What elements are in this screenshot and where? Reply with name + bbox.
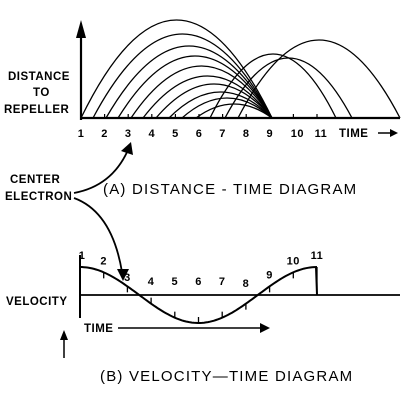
trajectory-arc (237, 39, 401, 119)
panel-a-tick-label: 3 (125, 128, 132, 140)
panel-a-tick-label: 2 (101, 128, 108, 140)
panel-a-tick-label: 7 (219, 128, 226, 140)
panel-b-point-label: 11 (311, 250, 324, 262)
panel-a-ylabel-line3: REPELLER (4, 104, 70, 116)
pointer-to-trajectory (73, 149, 129, 194)
electron-trajectories (80, 19, 401, 119)
pointer-to-velocity-head (117, 269, 129, 281)
panel-a-y-axis-arrow (76, 20, 86, 38)
panel-a-tick-label: 9 (266, 128, 273, 140)
panel-a-tick-label: 11 (315, 128, 328, 140)
center-electron-label-line1: CENTER (10, 174, 60, 186)
panel-a-tick-label: 5 (172, 128, 179, 140)
trajectory-arc (224, 57, 353, 119)
trajectory-arc (195, 103, 273, 119)
panel-a-tick-label: 1 (78, 128, 85, 140)
panel-b-point-label: 1 (79, 250, 86, 262)
panel-a-caption: (A) DISTANCE - TIME DIAGRAM (103, 181, 357, 198)
trajectory-arc (92, 33, 273, 119)
panel-b-up-arrow-head (60, 330, 68, 340)
pointer-to-trajectory-head (121, 142, 133, 155)
trajectory-arc (209, 53, 337, 119)
distance-time-panel: DISTANCE TO REPELLER 1 2 3 4 5 6 7 8 9 10 11 TIME … (4, 19, 401, 198)
center-electron-label-line2: ELECTRON (5, 191, 72, 203)
pointer-to-velocity (73, 197, 123, 273)
panel-b-point-label: 4 (148, 276, 155, 288)
panel-a-time-arrow-head (390, 129, 398, 137)
panel-b-ylabel: VELOCITY (6, 296, 68, 308)
trajectory-arc (130, 65, 273, 119)
trajectory-arc (155, 83, 273, 119)
trajectory-arc (181, 97, 273, 119)
panel-b-caption: (B) VELOCITY—TIME DIAGRAM (100, 368, 353, 385)
panel-b-point-label: 2 (100, 255, 107, 267)
center-electron-callout: CENTER ELECTRON (5, 142, 133, 281)
panel-b-point-label: 6 (195, 276, 202, 288)
trajectory-arc (142, 75, 273, 119)
panel-b-point-ticks: 1 2 3 4 5 6 7 8 9 10 11 (79, 250, 324, 323)
panel-a-tick-label: 4 (148, 128, 155, 140)
panel-a-tick-label: 10 (291, 128, 304, 140)
velocity-time-panel: 1 2 3 4 5 6 7 8 9 10 11 VELOCITY TIME (B) VELOCITY… (6, 250, 400, 385)
trajectory-arc (80, 19, 273, 119)
panel-b-point-label: 10 (287, 255, 300, 267)
panel-b-point-label: 3 (124, 272, 131, 284)
panel-a-tick-label: 8 (243, 128, 250, 140)
panel-b-point-label: 7 (219, 276, 226, 288)
trajectory-arc (117, 55, 273, 119)
panel-a-ylabel-line1: DISTANCE (8, 71, 70, 83)
panel-a-ylabel-line2: TO (33, 87, 50, 99)
trajectory-arc (168, 91, 273, 119)
panel-b-point-label: 5 (171, 276, 178, 288)
trajectory-arc (105, 45, 273, 119)
panel-a-tick-labels: 1 2 3 4 5 6 7 8 9 10 11 (78, 114, 328, 140)
panel-a-xlabel: TIME (339, 128, 368, 140)
panel-b-point-label: 8 (243, 278, 250, 290)
panel-b-point-label: 9 (266, 269, 273, 281)
panel-a-tick-label: 6 (196, 128, 203, 140)
panel-b-xlabel: TIME (84, 323, 113, 335)
panel-b-time-arrow-head (260, 323, 270, 333)
